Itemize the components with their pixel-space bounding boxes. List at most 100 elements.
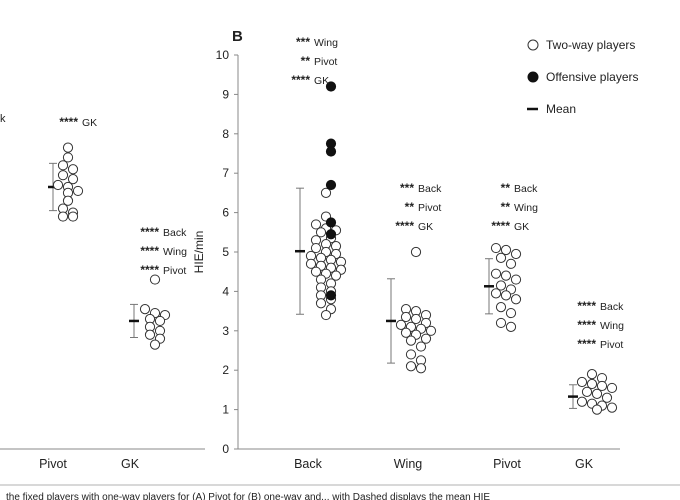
significance-stars: ****: [491, 219, 510, 233]
two-way-player-point: [144, 329, 156, 340]
two-way-player-point: [591, 388, 603, 399]
significance-stars: **: [301, 54, 311, 68]
panel-label: B: [232, 28, 243, 45]
x-category-label: Pivot: [39, 457, 67, 471]
panel-b-group-wing: *** Back** Pivot **** GK: [386, 181, 442, 374]
two-way-player-point: [72, 185, 84, 197]
two-way-player-point: [330, 270, 342, 281]
panel-a-group-pivot: **** GK: [48, 115, 97, 222]
two-way-player-point: [495, 252, 507, 264]
offensive-player-point: [325, 81, 337, 92]
x-category-label: Wing: [394, 457, 423, 471]
two-way-player-point: [139, 304, 151, 315]
panel-a-group-gk: **** Back **** Wing **** Pivot: [129, 225, 187, 350]
offensive-player-point: [325, 229, 337, 240]
y-tick-label: 6: [222, 206, 229, 220]
significance-label: GK: [314, 75, 329, 87]
significance-stars: ****: [577, 337, 596, 351]
two-way-player-point: [490, 268, 502, 279]
y-tick-label: 9: [222, 87, 229, 101]
significance-label: Pivot: [314, 56, 337, 68]
y-tick-label: 2: [222, 363, 229, 377]
x-category-label: GK: [575, 457, 594, 471]
significance-stars: ***: [400, 181, 414, 195]
significance-stars: ****: [140, 225, 159, 239]
significance-label: Wing: [514, 202, 538, 214]
two-way-player-point: [405, 361, 417, 372]
two-way-player-point: [67, 164, 79, 175]
two-way-player-point: [415, 363, 427, 374]
significance-stars: ****: [140, 244, 159, 258]
two-way-player-point: [149, 274, 161, 285]
significance-label: Back: [514, 183, 538, 195]
significance-stars: ****: [140, 263, 159, 277]
two-way-player-point: [310, 242, 322, 254]
y-tick-label: 3: [222, 324, 229, 338]
y-axis-ticks: 0 1 2 3 4 5 6 7 8 9 10: [216, 48, 238, 456]
legend: Two-way players Offensive players Mean: [527, 38, 639, 116]
legend-two-way-marker: [527, 39, 539, 51]
significance-label: Back: [600, 301, 624, 313]
y-tick-label: 8: [222, 127, 229, 141]
significance-label: Pivot: [600, 339, 623, 351]
two-way-player-point: [415, 341, 427, 352]
two-way-player-point: [57, 211, 69, 222]
offensive-player-point: [325, 146, 337, 157]
offensive-player-point: [325, 179, 337, 191]
panel-a-plot-area: **** GK Pivot **** Back **** Wing **** Pivot GK: [39, 115, 187, 471]
x-category-label: Pivot: [493, 457, 521, 471]
x-category-label: GK: [121, 457, 140, 471]
two-way-player-point: [596, 380, 608, 392]
two-way-player-point: [505, 307, 517, 319]
significance-label: Wing: [163, 246, 187, 258]
two-way-player-point: [315, 227, 327, 238]
two-way-player-point: [500, 244, 512, 256]
two-way-player-point: [410, 246, 422, 258]
y-tick-label: 5: [222, 245, 229, 259]
significance-stars: ****: [59, 115, 78, 129]
y-axis-title: HIE/min: [192, 231, 206, 274]
two-way-player-point: [320, 187, 332, 198]
two-way-player-point: [154, 315, 166, 327]
significance-stars: ***: [296, 35, 310, 49]
two-way-player-point: [310, 219, 322, 230]
two-way-player-point: [400, 327, 412, 338]
significance-label: Back: [418, 183, 442, 195]
two-way-player-point: [606, 402, 618, 413]
offensive-player-point: [325, 290, 337, 301]
two-way-player-point: [57, 170, 69, 181]
legend-mean-label: Mean: [546, 102, 576, 116]
significance-stars: **: [405, 200, 415, 214]
significance-stars: ****: [577, 299, 596, 313]
two-way-player-point: [601, 392, 613, 403]
significance-label: Pivot: [418, 202, 441, 214]
panel-b-group-back: *** Wing** Pivot **** GK: [291, 35, 347, 321]
two-way-player-point: [505, 321, 517, 332]
significance-label: Wing: [314, 37, 338, 49]
legend-two-way-label: Two-way players: [546, 38, 635, 52]
two-way-player-point: [490, 242, 502, 254]
two-way-player-point: [495, 317, 507, 329]
two-way-player-point: [310, 266, 322, 277]
two-way-player-point: [495, 302, 507, 313]
two-way-player-point: [149, 339, 161, 350]
two-way-player-point: [405, 335, 417, 346]
two-way-player-point: [62, 152, 74, 163]
two-way-player-point: [586, 378, 598, 390]
two-way-player-point: [420, 333, 432, 344]
significance-label: Pivot: [163, 265, 186, 277]
two-way-player-point: [495, 280, 507, 291]
two-way-player-point: [576, 376, 588, 388]
significance-stars: ****: [291, 73, 310, 87]
significance-label: GK: [82, 117, 97, 129]
panel-a: k **** GK Pivot **** Back **** Wing **** Pivot GK: [0, 113, 205, 471]
two-way-player-point: [425, 325, 437, 336]
significance-stars: ****: [395, 219, 414, 233]
significance-stars: **: [501, 181, 511, 195]
two-way-player-point: [62, 142, 74, 153]
y-tick-label: 1: [222, 403, 229, 417]
y-tick-label: 7: [222, 166, 229, 180]
